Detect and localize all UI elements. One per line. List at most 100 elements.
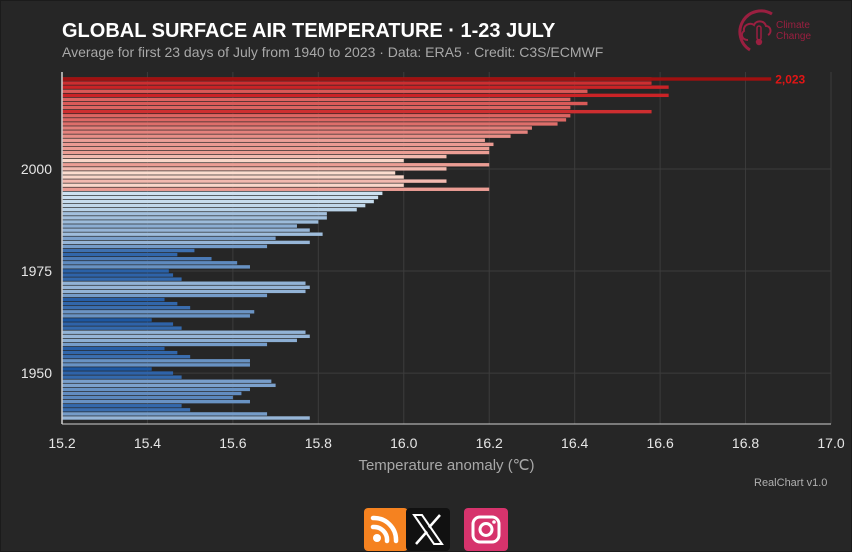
bar-1947 (62, 387, 250, 392)
x-tick-label: 15.2 (48, 435, 75, 451)
bar-1958 (62, 342, 268, 347)
bar-2013 (62, 118, 567, 122)
bar-1992 (62, 203, 366, 208)
bar-2000 (62, 171, 396, 175)
bars: 2,023 (62, 73, 806, 420)
bar-1974 (62, 277, 182, 281)
bar-2017 (62, 101, 588, 106)
x-tick-label: 15.6 (219, 435, 246, 451)
bar-1966 (62, 310, 255, 314)
bar-1984 (62, 236, 276, 240)
x-axis-title: Temperature anomaly (℃) (358, 457, 534, 474)
bar-2009 (62, 134, 511, 138)
bar-1945 (62, 395, 233, 400)
bar-1963 (62, 322, 174, 326)
bar-1962 (62, 326, 182, 330)
bar-1979 (62, 257, 212, 261)
bar-2020 (62, 89, 588, 93)
bar-1944 (62, 399, 250, 404)
bar-1967 (62, 306, 191, 310)
bar-1969 (62, 297, 165, 302)
logo-text-line2: Change (776, 31, 812, 42)
highlight-bar (62, 77, 772, 81)
x-tick-label: 15.8 (305, 435, 332, 451)
highlight-label: 2,023 (775, 73, 805, 87)
bar-1993 (62, 199, 374, 204)
bar-2011 (62, 126, 532, 130)
bar-1999 (62, 175, 404, 179)
bar-2008 (62, 138, 485, 142)
axes: 15.2 15.4 15.6 15.8 16.0 16.2 16.4 16.6 16.8 17.0… (21, 72, 845, 474)
bar-1954 (62, 359, 250, 363)
bar-1959 (62, 338, 297, 343)
bar-2002 (62, 163, 490, 167)
bar-1941 (62, 412, 268, 416)
x-tick-label: 16.6 (646, 435, 673, 451)
bar-1953 (62, 363, 250, 367)
bar-1951 (62, 371, 174, 375)
bar-1991 (62, 208, 357, 212)
bar-1968 (62, 301, 178, 306)
y-tick-label: 1950 (21, 365, 52, 381)
bar-2005 (62, 150, 490, 155)
bar-1989 (62, 216, 327, 220)
bar-1978 (62, 261, 238, 265)
x-tick-label: 16.2 (476, 435, 503, 451)
logo-text-line1: Climate (776, 20, 810, 31)
y-tick-label: 2000 (21, 161, 52, 177)
bar-1957 (62, 346, 165, 351)
bar-1960 (62, 334, 310, 339)
bar-1994 (62, 195, 379, 200)
bar-1956 (62, 350, 178, 355)
bar-1996 (62, 187, 490, 191)
bar-2018 (62, 97, 571, 102)
x-tick-label: 16.4 (561, 435, 588, 451)
bar-1965 (62, 314, 250, 318)
bar-1985 (62, 232, 323, 236)
x-tick-label: 15.4 (134, 435, 161, 451)
x-icon (412, 514, 444, 545)
bar-1950 (62, 375, 182, 379)
bar-1943 (62, 404, 182, 408)
bar-1946 (62, 391, 242, 396)
bar-1955 (62, 355, 191, 359)
bar-1988 (62, 220, 319, 224)
climate-change-logo-icon (738, 9, 773, 52)
bar-chart: 2,023 15.2 15.4 15.6 15.8 16.0 16.2 16.4 16.6 16… (21, 72, 845, 474)
bar-2019 (62, 93, 669, 98)
instagram-icon (471, 515, 501, 544)
bar-2004 (62, 154, 447, 159)
x-tick-label: 16.0 (390, 435, 417, 451)
bar-2007 (62, 142, 494, 147)
instagram-button[interactable] (464, 508, 508, 551)
bar-1983 (62, 240, 310, 245)
bar-1976 (62, 269, 169, 273)
bar-1949 (62, 379, 272, 383)
bar-1995 (62, 191, 383, 196)
bar-1971 (62, 289, 306, 294)
bar-2003 (62, 158, 404, 163)
bar-1973 (62, 281, 306, 285)
bar-1952 (62, 367, 152, 371)
x-tick-label: 16.8 (732, 435, 759, 451)
x-tick-label: 17.0 (817, 435, 844, 451)
bar-1972 (62, 285, 310, 289)
bar-1998 (62, 179, 447, 183)
bar-1986 (62, 228, 310, 232)
bar-1940 (62, 416, 310, 420)
rss-icon (370, 515, 399, 544)
rss-button[interactable] (364, 508, 408, 551)
bar-1980 (62, 252, 178, 257)
y-tick-label: 1975 (21, 263, 52, 279)
bar-1990 (62, 212, 327, 216)
chart-title: GLOBAL SURFACE AIR TEMPERATURE · 1-23 JU… (62, 20, 556, 42)
bar-2006 (62, 146, 490, 151)
chart-subtitle: Average for first 23 days of July from 1… (62, 44, 604, 60)
bar-1981 (62, 248, 195, 253)
bar-1977 (62, 265, 250, 269)
bar-2014 (62, 114, 571, 118)
bar-1942 (62, 408, 191, 412)
x-button[interactable] (406, 508, 450, 551)
bar-2022 (62, 81, 652, 85)
bar-1961 (62, 330, 306, 334)
